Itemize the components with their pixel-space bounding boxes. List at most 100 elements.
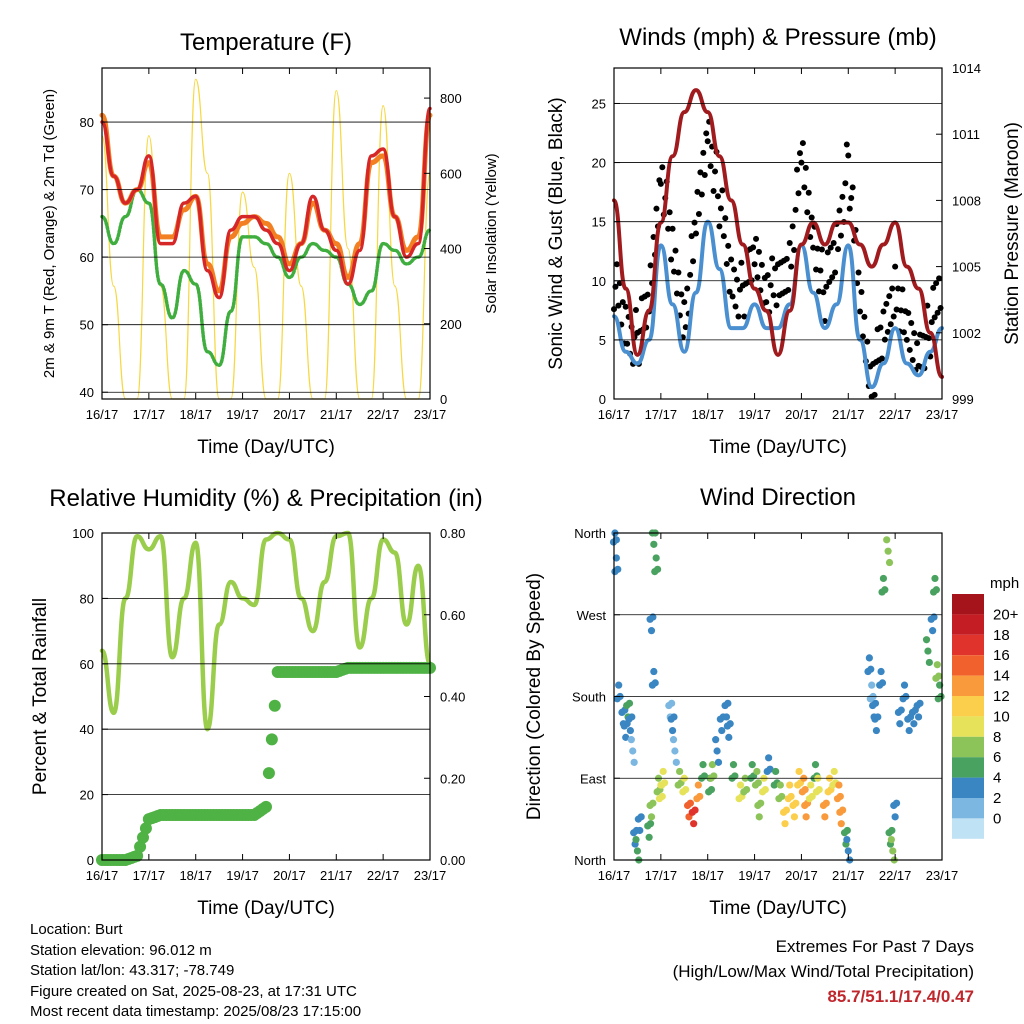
direction-point [629, 747, 637, 755]
gust-point [767, 282, 774, 289]
solar-series-line [101, 78, 431, 400]
gust-point [829, 274, 836, 281]
gust-point [830, 239, 837, 246]
direction-point [786, 781, 794, 789]
gust-point [859, 333, 866, 340]
direction-point [932, 586, 940, 594]
direction-point [914, 713, 923, 721]
direction-point [707, 786, 716, 794]
y2-tick-label: 0.00 [440, 853, 465, 868]
chart-title: Relative Humidity (%) & Precipitation (i… [49, 485, 482, 512]
x-tick-label: 16/17 [86, 868, 119, 883]
direction-point [670, 713, 678, 721]
direction-point [628, 713, 636, 721]
gust-point [714, 193, 721, 200]
gust-point [792, 206, 799, 213]
gust-point [785, 286, 792, 293]
direction-point [712, 736, 720, 744]
x-tick-label: 16/17 [598, 868, 631, 883]
y-axis-label: Direction (Colored By Speed) [524, 573, 545, 820]
gust-point [682, 324, 689, 331]
direction-point [630, 758, 638, 766]
humidity-precip-panel: Relative Humidity (%) & Precipitation (i… [30, 485, 483, 919]
direction-point [905, 726, 913, 735]
gust-point [754, 274, 761, 281]
y-tick-label: 80 [80, 115, 94, 130]
direction-point [632, 835, 640, 844]
temperature-panel: Temperature (F)4050607080020040060080016… [41, 29, 500, 458]
gust-point [657, 180, 664, 187]
direction-point [881, 586, 889, 594]
gust-point [783, 255, 790, 262]
gust-point [773, 302, 780, 309]
gust-point [763, 299, 770, 306]
x-tick-label: 19/17 [738, 407, 771, 422]
direction-point [865, 654, 873, 662]
direction-point [772, 767, 780, 776]
x-tick-label: 20/17 [273, 407, 306, 422]
legend-label: 2 [993, 790, 1001, 807]
gust-point [653, 205, 660, 212]
y2-tick-label: 1005 [952, 260, 981, 275]
direction-point [867, 665, 875, 673]
direction-point [925, 658, 933, 667]
gust-point [758, 261, 765, 268]
gust-point [666, 209, 673, 216]
gust-point [741, 313, 748, 320]
gust-point [905, 309, 912, 316]
direction-point [649, 613, 657, 621]
precip-point [134, 840, 147, 853]
y2-tick-label: 1008 [952, 193, 981, 208]
direction-point [658, 792, 666, 801]
gust-point [837, 232, 844, 239]
legend-swatch [952, 675, 984, 696]
direction-point [694, 781, 702, 789]
gust-point [908, 320, 915, 327]
gust-point [687, 271, 694, 278]
gust-point [842, 180, 849, 187]
y2-tick-label: 600 [440, 166, 462, 181]
gust-point [703, 130, 710, 137]
y2-tick-label: 999 [952, 392, 974, 407]
x-tick-label: 22/17 [367, 407, 400, 422]
gust-point [615, 302, 622, 309]
direction-point [844, 847, 852, 855]
direction-point [891, 813, 899, 821]
gust-point [619, 299, 626, 306]
created-text: Figure created on Sat, 2025-08-23, at 17… [30, 982, 357, 1000]
direction-point [924, 647, 932, 655]
gust-point [750, 244, 757, 251]
legend-swatch [952, 614, 984, 635]
legend-label: 12 [993, 688, 1010, 705]
x-tick-label: 17/17 [645, 868, 678, 883]
direction-point [650, 667, 658, 676]
gust-point [794, 166, 801, 173]
y-tick-label: West [577, 608, 607, 623]
direction-point [646, 820, 655, 828]
gust-point [878, 355, 885, 362]
y-tick-label: 40 [80, 385, 94, 400]
x-tick-label: 21/17 [320, 407, 353, 422]
legend-swatch [952, 696, 984, 717]
gust-point [818, 246, 825, 253]
x-tick-label: 16/17 [86, 407, 119, 422]
y-tick-label: 5 [599, 333, 606, 348]
gust-point [846, 205, 853, 212]
extremes-values: 85.7/51.1/17.4/0.47 [827, 987, 974, 1006]
gust-point [848, 195, 855, 202]
y2-tick-label: 400 [440, 242, 462, 257]
gust-point [936, 275, 943, 282]
gust-point [823, 283, 830, 290]
gust-point [900, 329, 907, 336]
gust-point [694, 188, 701, 195]
direction-point [889, 847, 897, 855]
gust-point [788, 263, 795, 270]
latlon-text: Station lat/lon: 43.317; -78.749 [30, 962, 235, 979]
x-tick-label: 23/17 [926, 407, 959, 422]
y-tick-label: 20 [80, 788, 94, 803]
direction-point [807, 781, 815, 789]
direction-point [872, 726, 881, 735]
x-tick-label: 20/17 [785, 407, 818, 422]
direction-point [782, 806, 791, 814]
plot-frame [101, 67, 431, 400]
